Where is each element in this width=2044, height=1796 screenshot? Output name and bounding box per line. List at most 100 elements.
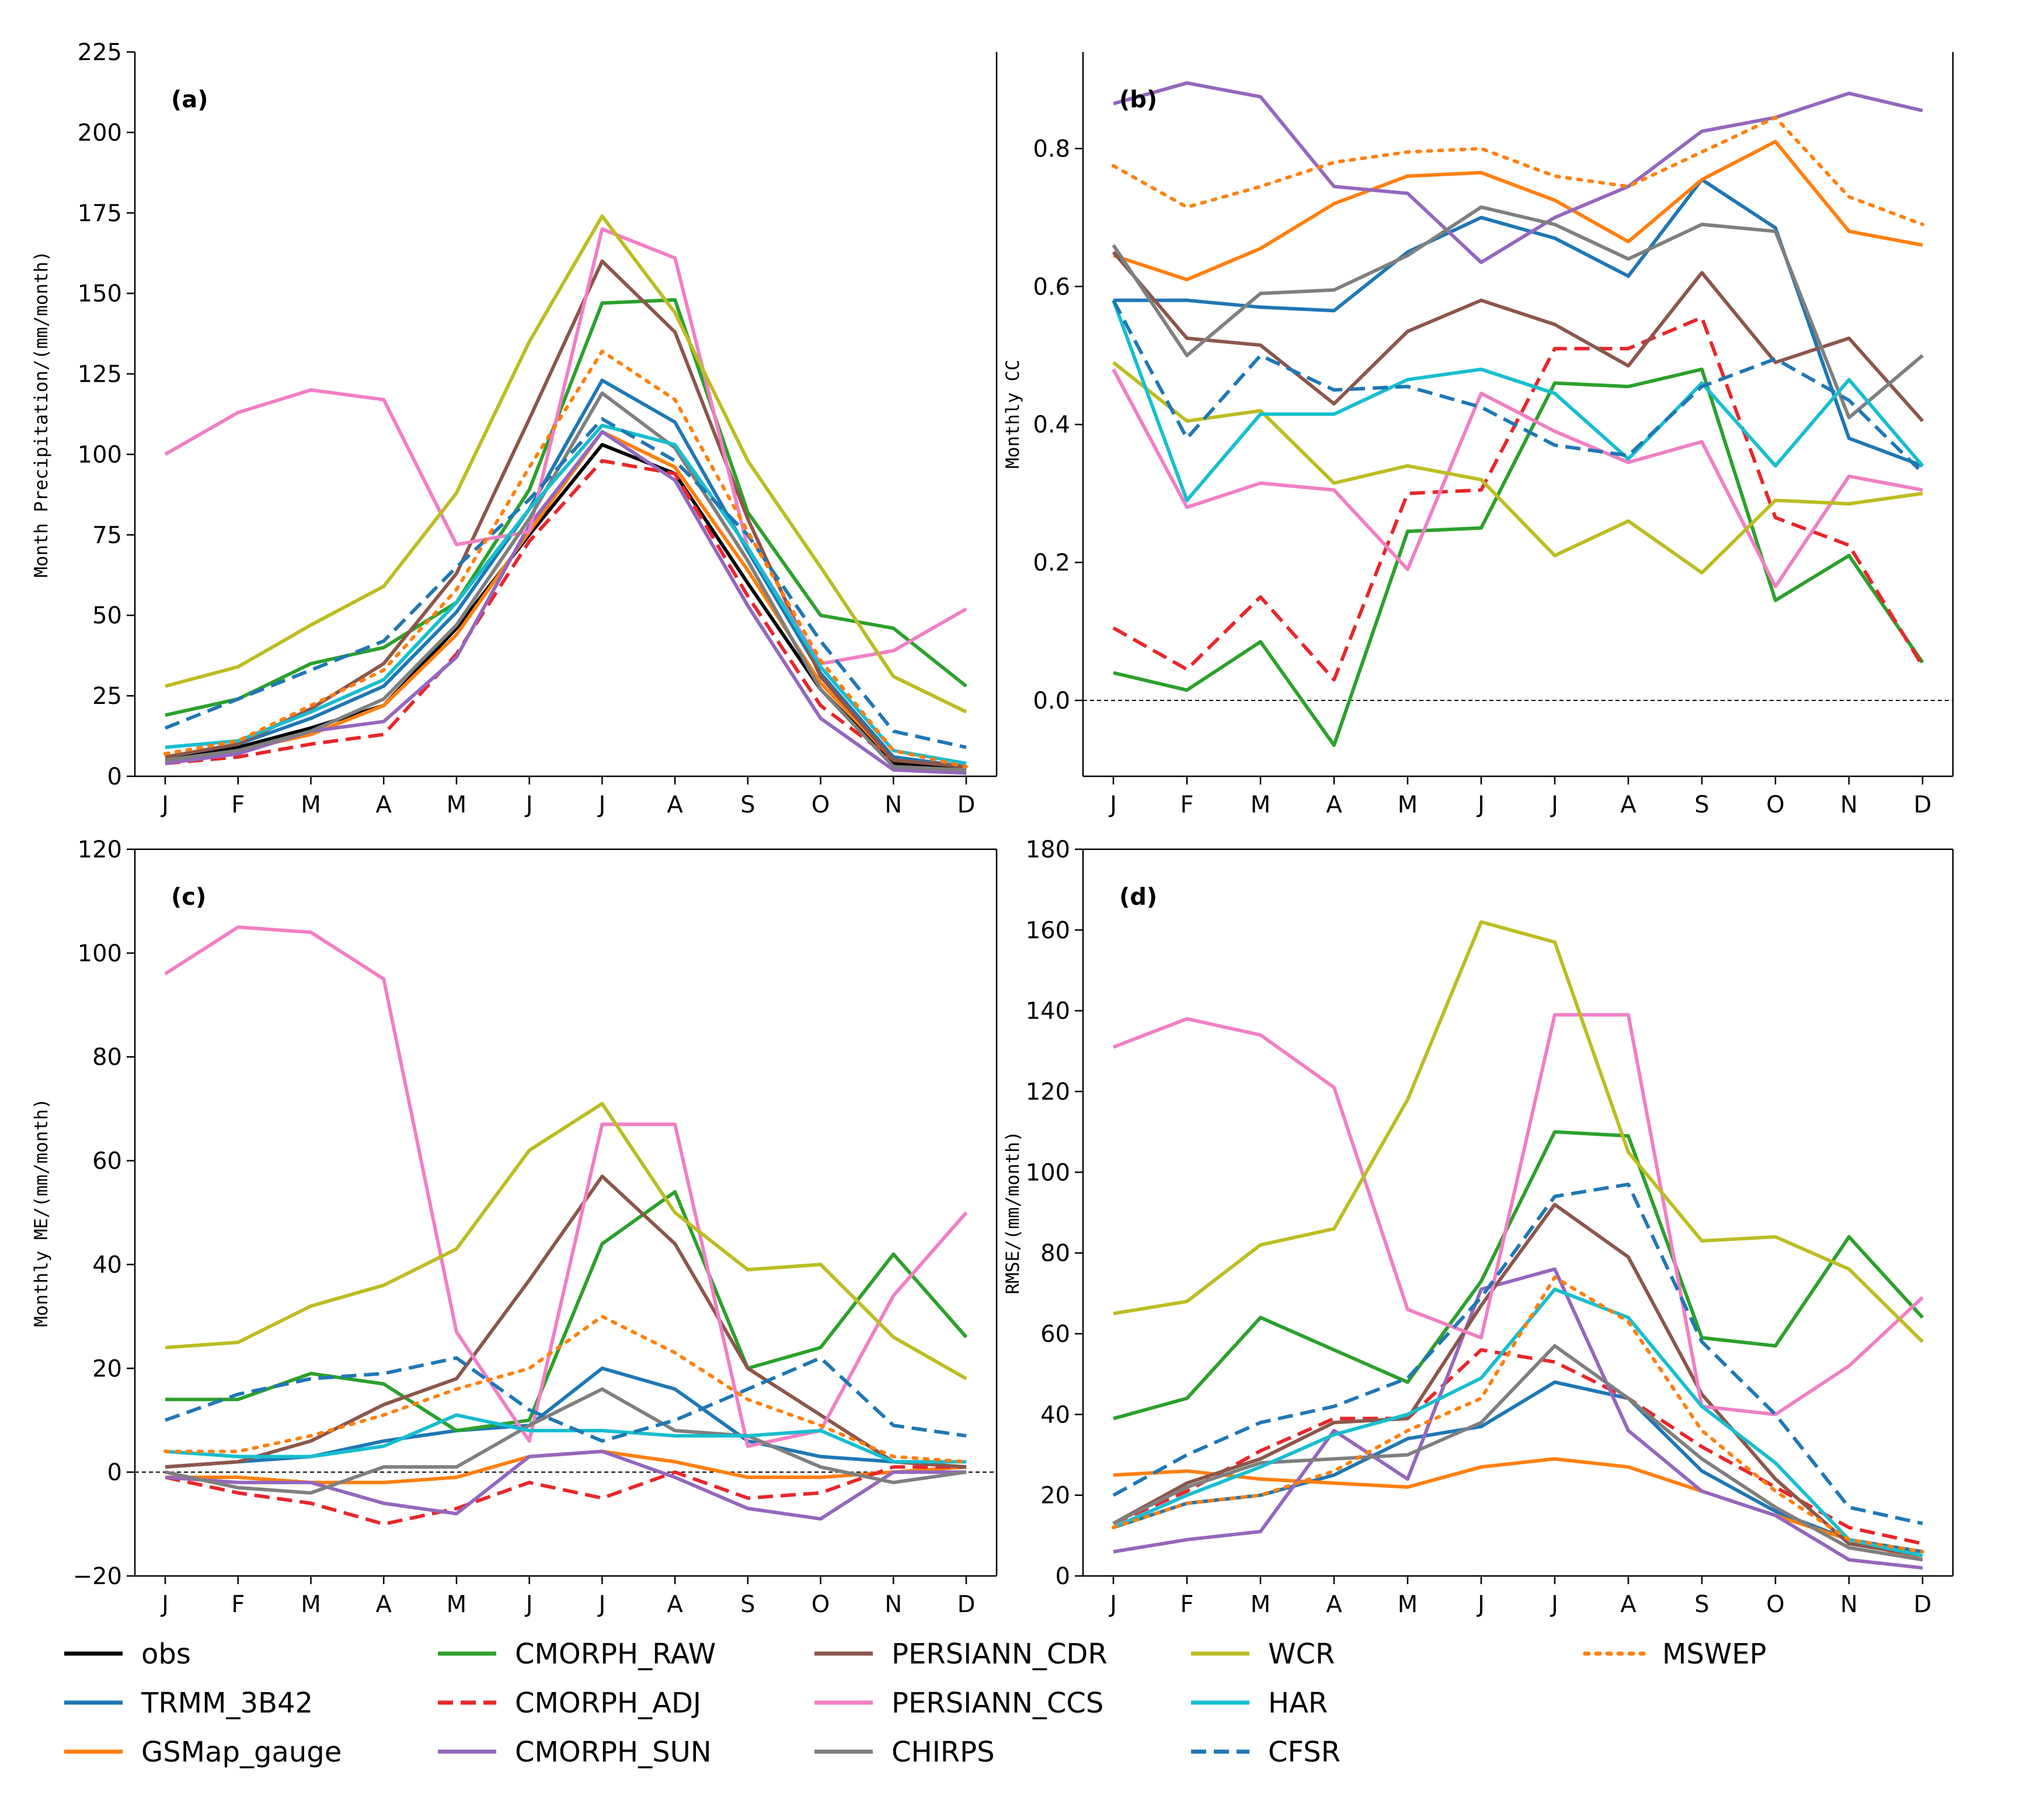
x-tick-label: S bbox=[740, 1591, 755, 1618]
x-tick-label: F bbox=[1180, 1591, 1193, 1618]
x-tick-label: A bbox=[667, 791, 683, 818]
x-tick-label: M bbox=[447, 1591, 467, 1618]
x-tick-label: N bbox=[885, 1591, 902, 1618]
series-line-har bbox=[165, 1413, 966, 1464]
x-tick-label: M bbox=[1251, 1591, 1271, 1618]
y-tick-label: 175 bbox=[78, 200, 122, 227]
y-tick-label: 80 bbox=[92, 1044, 122, 1071]
panel-b-correlation: 0.0 0.2 0.4 0.6 0.8 J F M A M J J A S O N D Monthly CC (b) bbox=[1002, 52, 1954, 818]
series-line-persiann-cdr bbox=[1112, 250, 1924, 423]
series-line-cmorph-raw bbox=[165, 298, 967, 717]
series-line-persiann-cdr bbox=[1112, 1202, 1923, 1558]
series-line-cmorph-sun bbox=[1113, 1267, 1923, 1570]
y-tick-label: 0.4 bbox=[1033, 411, 1070, 438]
series-line-gsmap-gauge bbox=[165, 430, 967, 769]
series-line-cmorph-sun bbox=[1113, 81, 1923, 264]
y-tick-label: 0 bbox=[1056, 1563, 1070, 1590]
series-group bbox=[163, 214, 968, 775]
legend-entry-cmorph-adj: CMORPH_ADJ bbox=[438, 1687, 701, 1720]
panel-label: (c) bbox=[171, 884, 206, 911]
legend-label: PERSIANN_CDR bbox=[892, 1638, 1108, 1671]
x-tick-label: M bbox=[1251, 791, 1271, 818]
legend-label: CMORPH_SUN bbox=[515, 1736, 712, 1769]
series-line-chirps bbox=[165, 1387, 967, 1495]
y-axis-label: Monthly CC bbox=[1002, 360, 1023, 469]
axes-frame: 0 25 50 75 100 125 150 175 200 225 J F M A M J J A S O N D Mon… bbox=[31, 39, 998, 818]
y-tick-label: 40 bbox=[1040, 1401, 1070, 1428]
legend-label: obs bbox=[141, 1638, 191, 1671]
series-line-har bbox=[165, 423, 967, 765]
y-tick-label: 20 bbox=[92, 1355, 122, 1382]
y-tick-label: 100 bbox=[78, 940, 122, 967]
series-group bbox=[1112, 81, 1924, 747]
y-tick-label: 25 bbox=[92, 683, 122, 710]
legend-entry-gsmap-gauge: GSMap_gauge bbox=[64, 1736, 342, 1769]
x-tick-label: J bbox=[597, 791, 605, 818]
series-line-mswep bbox=[1112, 1275, 1924, 1554]
series-line-wcr bbox=[165, 1101, 967, 1380]
panel-c-mean-error: −20 0 20 40 60 80 100 120 J F M A M J J A S O N D Monthly ME… bbox=[31, 836, 998, 1618]
x-tick-label: D bbox=[957, 1591, 976, 1618]
legend-entry-trmm-3b42: TRMM_3B42 bbox=[64, 1687, 313, 1720]
y-tick-label: −20 bbox=[73, 1563, 122, 1590]
series-line-persiann-ccs bbox=[164, 925, 968, 1448]
x-tick-label: A bbox=[1620, 791, 1636, 818]
axes-frame: 0 20 40 60 80 100 120 140 160 180 J F M A M J J A S O N D RMSE… bbox=[1002, 836, 1954, 1618]
legend-entry-cmorph-sun: CMORPH_SUN bbox=[438, 1736, 712, 1769]
series-line-cfsr bbox=[164, 417, 967, 749]
series-group bbox=[163, 925, 968, 1526]
x-tick-label: J bbox=[160, 1591, 169, 1618]
y-tick-label: 150 bbox=[78, 281, 122, 308]
x-tick-label: A bbox=[375, 791, 392, 818]
x-tick-label: S bbox=[1694, 1591, 1709, 1618]
x-tick-label: J bbox=[524, 1591, 533, 1618]
y-tick-label: 200 bbox=[78, 120, 122, 147]
legend-entry-chirps: CHIRPS bbox=[814, 1736, 995, 1769]
panel-label: (d) bbox=[1119, 884, 1157, 911]
x-tick-label: J bbox=[1476, 1591, 1485, 1618]
axes-frame: 0.0 0.2 0.4 0.6 0.8 J F M A M J J A S O N D Monthly CC bbox=[1002, 52, 1954, 818]
x-tick-label: O bbox=[1766, 1591, 1784, 1618]
series-line-cfsr bbox=[164, 1356, 967, 1443]
y-tick-label: 0.6 bbox=[1033, 274, 1070, 301]
legend-entry-mswep: MSWEP bbox=[1583, 1638, 1767, 1671]
x-tick-label: M bbox=[301, 1591, 321, 1618]
series-line-gsmap-gauge bbox=[1113, 1457, 1923, 1562]
legend-entry-cfsr: CFSR bbox=[1191, 1736, 1340, 1769]
panel-d-rmse: 0 20 40 60 80 100 120 140 160 180 J F M A M J J A S O N D RMSE… bbox=[1002, 836, 1954, 1618]
y-tick-label: 180 bbox=[1026, 836, 1070, 863]
x-tick-label: F bbox=[231, 1591, 245, 1618]
series-line-wcr bbox=[1113, 920, 1924, 1343]
x-tick-label: J bbox=[1549, 791, 1558, 818]
legend-label: MSWEP bbox=[1662, 1638, 1767, 1671]
y-tick-label: 0 bbox=[107, 1459, 122, 1486]
legend-label: WCR bbox=[1268, 1638, 1335, 1671]
y-axis-label: Month Precipitation/(mm/month) bbox=[31, 251, 52, 578]
y-tick-label: 225 bbox=[78, 39, 122, 66]
series-line-gsmap-gauge bbox=[1113, 140, 1923, 281]
x-tick-label: A bbox=[1620, 1591, 1636, 1618]
x-tick-label: S bbox=[740, 791, 755, 818]
series-line-persiann-ccs bbox=[1112, 1013, 1924, 1417]
x-tick-label: M bbox=[301, 791, 321, 818]
series-line-har bbox=[1112, 299, 1924, 503]
y-tick-label: 0 bbox=[107, 763, 122, 790]
series-line-wcr bbox=[165, 214, 967, 714]
legend-entry-obs: obs bbox=[64, 1638, 191, 1671]
panel-a-precipitation: 0 25 50 75 100 125 150 175 200 225 J F M A M J J A S O N D Mon… bbox=[31, 39, 998, 818]
legend-label: CMORPH_ADJ bbox=[515, 1687, 701, 1720]
y-tick-label: 100 bbox=[78, 441, 122, 468]
y-tick-label: 160 bbox=[1026, 917, 1070, 944]
series-line-cmorph-adj bbox=[165, 459, 967, 769]
series-line-cmorph-adj bbox=[1112, 1348, 1923, 1546]
series-line-mswep bbox=[163, 1314, 968, 1464]
x-tick-label: M bbox=[1398, 791, 1418, 818]
x-tick-label: O bbox=[1766, 791, 1784, 818]
y-tick-label: 0.8 bbox=[1033, 135, 1070, 162]
y-tick-label: 40 bbox=[92, 1251, 122, 1278]
y-tick-label: 50 bbox=[92, 602, 122, 629]
x-tick-label: F bbox=[1180, 791, 1193, 818]
x-tick-label: J bbox=[524, 791, 533, 818]
y-tick-label: 75 bbox=[92, 522, 122, 549]
x-tick-label: F bbox=[231, 791, 245, 818]
